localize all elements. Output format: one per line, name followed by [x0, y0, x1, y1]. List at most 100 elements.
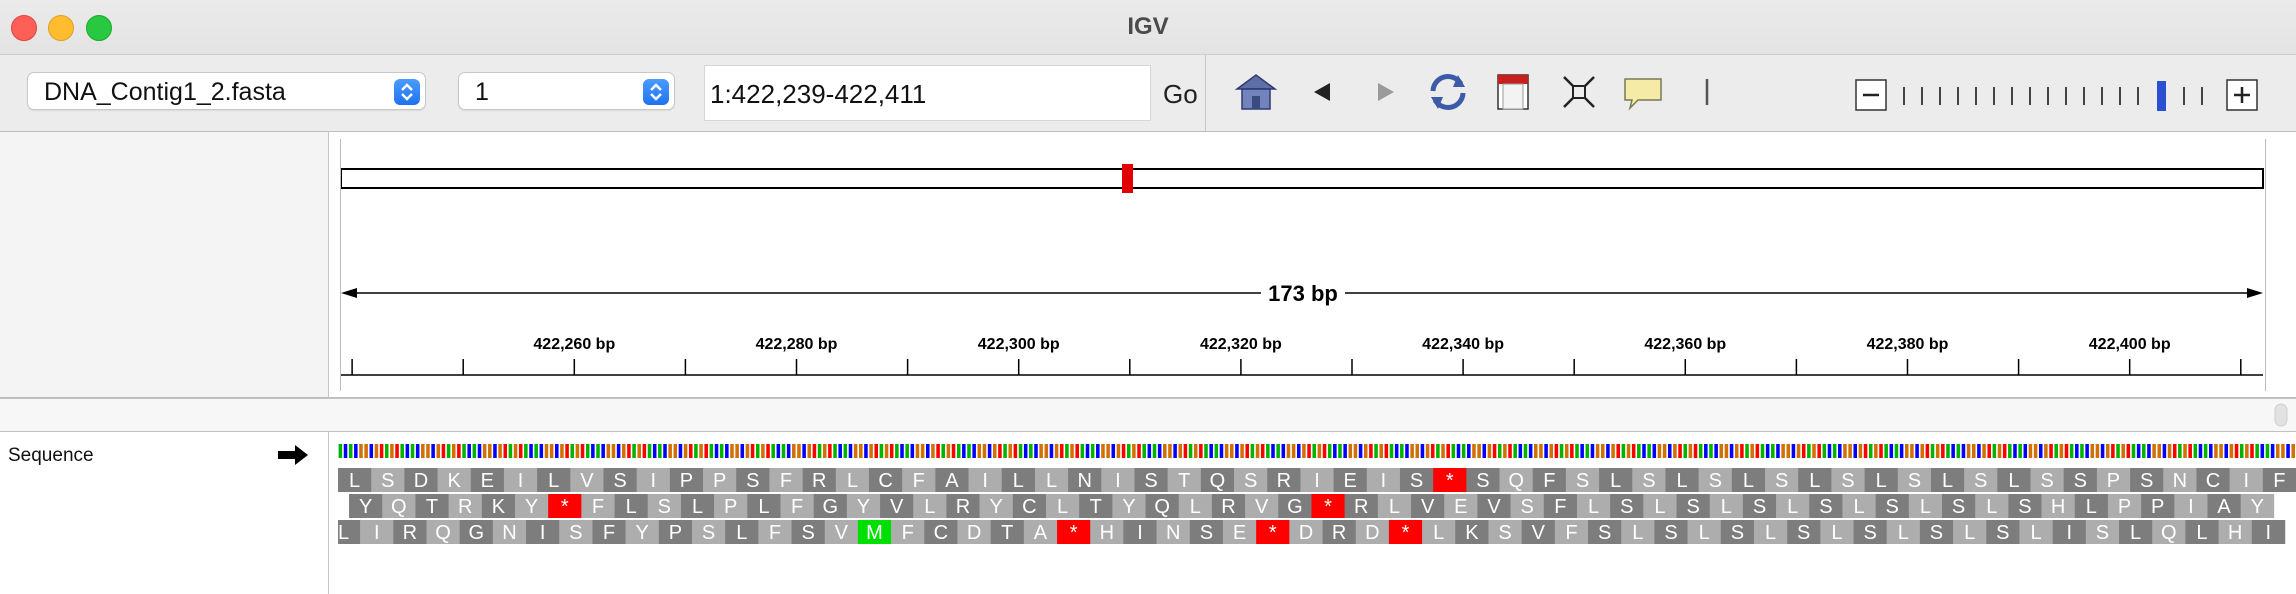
sequence-base [1090, 444, 1095, 458]
amino-acid-cell [990, 520, 1025, 544]
ruler-tick-label: 422,300 bp [978, 336, 1060, 353]
amino-acid-letter: S [1620, 496, 1633, 518]
amino-acid-letter: E [1454, 496, 1467, 518]
sequence-base [1518, 444, 1523, 458]
amino-acid-letter: S [1410, 470, 1423, 492]
amino-acid-letter: L [1743, 470, 1754, 492]
sequence-base [616, 444, 621, 458]
sequence-base [1467, 444, 1471, 458]
amino-acid-cell [1731, 468, 1766, 492]
ruler-tick-label: 422,280 bp [756, 336, 838, 353]
sequence-base [524, 444, 528, 458]
sequence-base [2126, 444, 2131, 458]
sequence-base [1487, 444, 1492, 458]
zoom-out-icon[interactable] [1855, 79, 1887, 111]
amino-acid-cell [1853, 520, 1887, 544]
sequence-base [2172, 444, 2177, 458]
amino-acid-letter: K [447, 470, 461, 492]
locus-input[interactable]: 1:422,239-422,411 [704, 65, 1151, 121]
amino-acid-cell [1665, 468, 1699, 492]
ruler-svg: 173 bp 422,260 bp 422,280 bp 422,300 bp 422… [340, 164, 2264, 376]
sequence-track-name-panel[interactable]: Sequence [0, 432, 329, 594]
sequence-base [2234, 444, 2239, 458]
sequence-base [2270, 444, 2275, 458]
forward-arrow-icon[interactable] [1362, 69, 1408, 115]
amino-acid-letter: S [381, 470, 394, 492]
resize-to-window-icon[interactable] [1556, 69, 1602, 115]
amino-acid-letter: S [1731, 522, 1744, 544]
region-of-interest-icon[interactable] [1490, 69, 1536, 115]
sequence-base [1276, 444, 1280, 458]
chromosome-ideogram[interactable] [340, 168, 2264, 189]
sequence-base [1879, 444, 1883, 458]
sequence-base [931, 444, 935, 458]
minimize-window-button[interactable] [48, 15, 74, 41]
close-window-button[interactable] [11, 15, 37, 41]
sequence-base [709, 444, 714, 458]
zoom-slider-thumb[interactable] [2157, 81, 2166, 111]
chromosome-dropdown[interactable]: 1 [458, 72, 675, 110]
sequence-base [1678, 444, 1682, 458]
ruler-tick-label: 422,380 bp [1867, 336, 1949, 353]
sequence-base [1482, 444, 1487, 458]
amino-acid-cell [1908, 494, 1943, 518]
amino-acid-letter: L [758, 496, 769, 518]
popup-text-behavior-icon[interactable] [1620, 69, 1666, 115]
amino-acid-letter: N [1077, 470, 1091, 492]
amino-acid-letter: L [2008, 470, 2019, 492]
amino-acid-letter: S [2096, 522, 2109, 544]
amino-acid-letter: H [1100, 522, 1114, 544]
zoom-in-icon[interactable] [2226, 79, 2258, 111]
amino-acid-cell [1543, 494, 1578, 518]
sequence-base [1534, 444, 1538, 458]
sequence-base [719, 444, 724, 458]
sequence-base [936, 444, 940, 458]
sequence-base [2116, 444, 2120, 458]
sequence-base [1121, 444, 1126, 458]
sequence-base [555, 444, 559, 458]
sequence-base [1266, 444, 1270, 458]
amino-acid-letter: P [669, 522, 682, 544]
sequence-base [1101, 444, 1105, 458]
zoom-level-ticks[interactable] [1903, 87, 2203, 105]
amino-acid-letter: T [426, 496, 438, 518]
amino-acid-letter: Q [435, 522, 451, 544]
genome-dropdown[interactable]: DNA_Contig1_2.fasta [27, 72, 426, 110]
sequence-base [2013, 444, 2017, 458]
amino-acid-letter: K [492, 496, 506, 518]
sequence-base [761, 444, 765, 458]
amino-acid-letter: S [1952, 496, 1965, 518]
back-arrow-icon[interactable] [1300, 69, 1346, 115]
amino-acid-cell [1267, 468, 1301, 492]
amino-acid-cell [1599, 468, 1633, 492]
amino-acid-letter: V [890, 496, 904, 518]
go-button[interactable]: Go [1163, 79, 1198, 109]
amino-acid-cell [647, 494, 682, 518]
sequence-base [941, 444, 946, 458]
sequence-base [2100, 444, 2105, 458]
ruler-name-panel [0, 132, 329, 397]
sequence-base [1065, 444, 1069, 458]
scrollbar[interactable] [2273, 403, 2289, 427]
ruler-tick-label: 422,260 bp [533, 336, 615, 353]
sequence-base [673, 444, 678, 458]
refresh-icon[interactable] [1425, 69, 1471, 115]
amino-acid-cell [614, 494, 649, 518]
zoom-slider[interactable] [1854, 75, 2260, 115]
amino-acid-letter: M [866, 522, 883, 544]
amino-acid-cell [1322, 520, 1357, 544]
strand-arrow-icon[interactable] [277, 444, 309, 466]
sequence-base [2198, 444, 2203, 458]
amino-acid-cell [658, 520, 693, 544]
amino-acid-letter: S [1664, 522, 1677, 544]
sequence-base [1204, 444, 1208, 458]
sequence-base [364, 444, 368, 458]
amino-acid-letter: Q [1154, 496, 1170, 518]
sequence-base [1961, 444, 1966, 458]
sequence-base [1941, 444, 1945, 458]
sequence-base [1807, 444, 1811, 458]
sequence-base [1590, 444, 1595, 458]
home-icon[interactable] [1233, 69, 1279, 115]
maximize-window-button[interactable] [86, 15, 112, 41]
sequence-base [642, 444, 647, 458]
